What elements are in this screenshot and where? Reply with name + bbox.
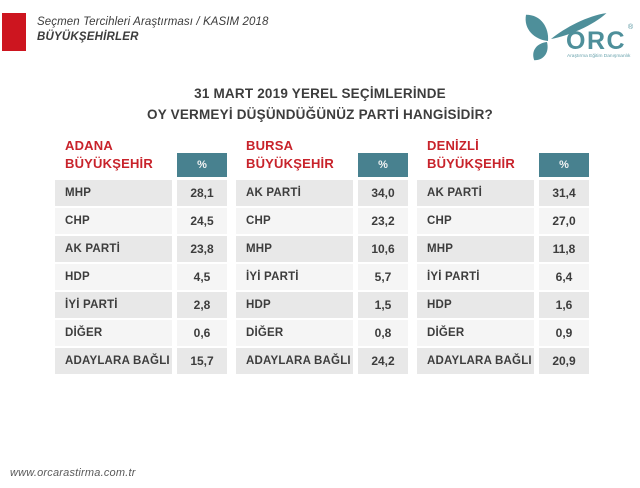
party-cell: İYİ PARTİ	[55, 292, 172, 318]
table-row: HDP 4,5	[55, 264, 227, 290]
party-cell: AK PARTİ	[236, 180, 353, 206]
table-denizli: DENİZLİ BÜYÜKŞEHİR % AK PARTİ 31,4 CHP 27,…	[417, 137, 589, 376]
party-cell: CHP	[236, 208, 353, 234]
orc-logo: ORC ® Araştırma Eğitim Danışmanlık	[525, 13, 634, 61]
website-url: www.orcarastirma.com.tr	[10, 467, 136, 479]
value-cell: 28,1	[177, 180, 227, 206]
percent-header: %	[539, 153, 589, 177]
party-cell: CHP	[417, 208, 534, 234]
orc-flower-icon	[525, 13, 607, 61]
party-cell: ADAYLARA BAĞLI	[55, 348, 172, 374]
city-line-2: BÜYÜKŞEHİR	[65, 156, 153, 171]
value-cell: 0,6	[177, 320, 227, 346]
value-cell: 11,8	[539, 236, 589, 262]
value-cell: 1,6	[539, 292, 589, 318]
party-cell: ADAYLARA BAĞLI	[417, 348, 534, 374]
table-row: ADAYLARA BAĞLI 24,2	[236, 348, 408, 374]
city-line-1: BURSA	[246, 138, 294, 153]
table-row: AK PARTİ 23,8	[55, 236, 227, 262]
table-rows: MHP 28,1 CHP 24,5 AK PARTİ 23,8 HDP 4,5 İYİ …	[55, 180, 227, 374]
party-cell: DİĞER	[236, 320, 353, 346]
table-bursa: BURSA BÜYÜKŞEHİR % AK PARTİ 34,0 CHP 23,2 …	[236, 137, 408, 376]
value-cell: 23,2	[358, 208, 408, 234]
value-cell: 2,8	[177, 292, 227, 318]
city-tables: ADANA BÜYÜKŞEHİR % MHP 28,1 CHP 24,5 AK PA…	[55, 137, 589, 376]
table-row: İYİ PARTİ 6,4	[417, 264, 589, 290]
value-cell: 0,9	[539, 320, 589, 346]
table-row: CHP 27,0	[417, 208, 589, 234]
city-name: BURSA BÜYÜKŞEHİR	[236, 137, 353, 173]
party-cell: İYİ PARTİ	[417, 264, 534, 290]
table-row: AK PARTİ 31,4	[417, 180, 589, 206]
party-cell: HDP	[417, 292, 534, 318]
value-cell: 15,7	[177, 348, 227, 374]
value-cell: 24,2	[358, 348, 408, 374]
party-cell: HDP	[236, 292, 353, 318]
table-row: CHP 24,5	[55, 208, 227, 234]
brand-accent-square	[2, 13, 26, 51]
table-head: DENİZLİ BÜYÜKŞEHİR %	[417, 137, 589, 177]
party-cell: HDP	[55, 264, 172, 290]
logo-wordmark: ORC	[566, 27, 626, 55]
table-rows: AK PARTİ 31,4 CHP 27,0 MHP 11,8 İYİ PARTİ 6,…	[417, 180, 589, 374]
city-line-1: ADANA	[65, 138, 113, 153]
survey-name: Seçmen Tercihleri Araştırması / KASIM 20…	[37, 16, 269, 28]
table-head: ADANA BÜYÜKŞEHİR %	[55, 137, 227, 177]
table-row: ADAYLARA BAĞLI 15,7	[55, 348, 227, 374]
party-cell: DİĞER	[417, 320, 534, 346]
percent-header: %	[358, 153, 408, 177]
party-cell: İYİ PARTİ	[236, 264, 353, 290]
table-row: ADAYLARA BAĞLI 20,9	[417, 348, 589, 374]
table-rows: AK PARTİ 34,0 CHP 23,2 MHP 10,6 İYİ PARTİ 5,…	[236, 180, 408, 374]
party-cell: DİĞER	[55, 320, 172, 346]
value-cell: 1,5	[358, 292, 408, 318]
table-row: MHP 28,1	[55, 180, 227, 206]
table-row: MHP 11,8	[417, 236, 589, 262]
city-name: DENİZLİ BÜYÜKŞEHİR	[417, 137, 534, 173]
survey-scope: BÜYÜKŞEHİRLER	[37, 31, 139, 43]
table-row: MHP 10,6	[236, 236, 408, 262]
table-row: İYİ PARTİ 5,7	[236, 264, 408, 290]
city-line-2: BÜYÜKŞEHİR	[246, 156, 334, 171]
page-title: 31 MART 2019 YEREL SEÇİMLERİNDE OY VERME…	[0, 84, 640, 126]
city-line-2: BÜYÜKŞEHİR	[427, 156, 515, 171]
title-line-1: 31 MART 2019 YEREL SEÇİMLERİNDE	[194, 86, 446, 101]
table-row: DİĞER 0,9	[417, 320, 589, 346]
value-cell: 20,9	[539, 348, 589, 374]
value-cell: 0,8	[358, 320, 408, 346]
city-line-1: DENİZLİ	[427, 138, 479, 153]
value-cell: 27,0	[539, 208, 589, 234]
table-row: İYİ PARTİ 2,8	[55, 292, 227, 318]
registered-mark: ®	[628, 23, 634, 31]
party-cell: MHP	[236, 236, 353, 262]
party-cell: MHP	[417, 236, 534, 262]
table-row: DİĞER 0,8	[236, 320, 408, 346]
value-cell: 31,4	[539, 180, 589, 206]
value-cell: 6,4	[539, 264, 589, 290]
logo-tagline: Araştırma Eğitim Danışmanlık	[567, 53, 631, 59]
percent-header: %	[177, 153, 227, 177]
survey-header: Seçmen Tercihleri Araştırması / KASIM 20…	[37, 16, 269, 43]
value-cell: 34,0	[358, 180, 408, 206]
value-cell: 4,5	[177, 264, 227, 290]
table-row: HDP 1,5	[236, 292, 408, 318]
value-cell: 5,7	[358, 264, 408, 290]
table-row: DİĞER 0,6	[55, 320, 227, 346]
value-cell: 10,6	[358, 236, 408, 262]
value-cell: 23,8	[177, 236, 227, 262]
value-cell: 24,5	[177, 208, 227, 234]
city-name: ADANA BÜYÜKŞEHİR	[55, 137, 172, 173]
table-adana: ADANA BÜYÜKŞEHİR % MHP 28,1 CHP 24,5 AK PA…	[55, 137, 227, 376]
party-cell: MHP	[55, 180, 172, 206]
table-row: CHP 23,2	[236, 208, 408, 234]
table-row: HDP 1,6	[417, 292, 589, 318]
title-line-2: OY VERMEYİ DÜŞÜNDÜĞÜNÜZ PARTİ HANGİSİDİR…	[147, 106, 493, 122]
party-cell: ADAYLARA BAĞLI	[236, 348, 353, 374]
table-row: AK PARTİ 34,0	[236, 180, 408, 206]
party-cell: CHP	[55, 208, 172, 234]
party-cell: AK PARTİ	[417, 180, 534, 206]
table-head: BURSA BÜYÜKŞEHİR %	[236, 137, 408, 177]
party-cell: AK PARTİ	[55, 236, 172, 262]
